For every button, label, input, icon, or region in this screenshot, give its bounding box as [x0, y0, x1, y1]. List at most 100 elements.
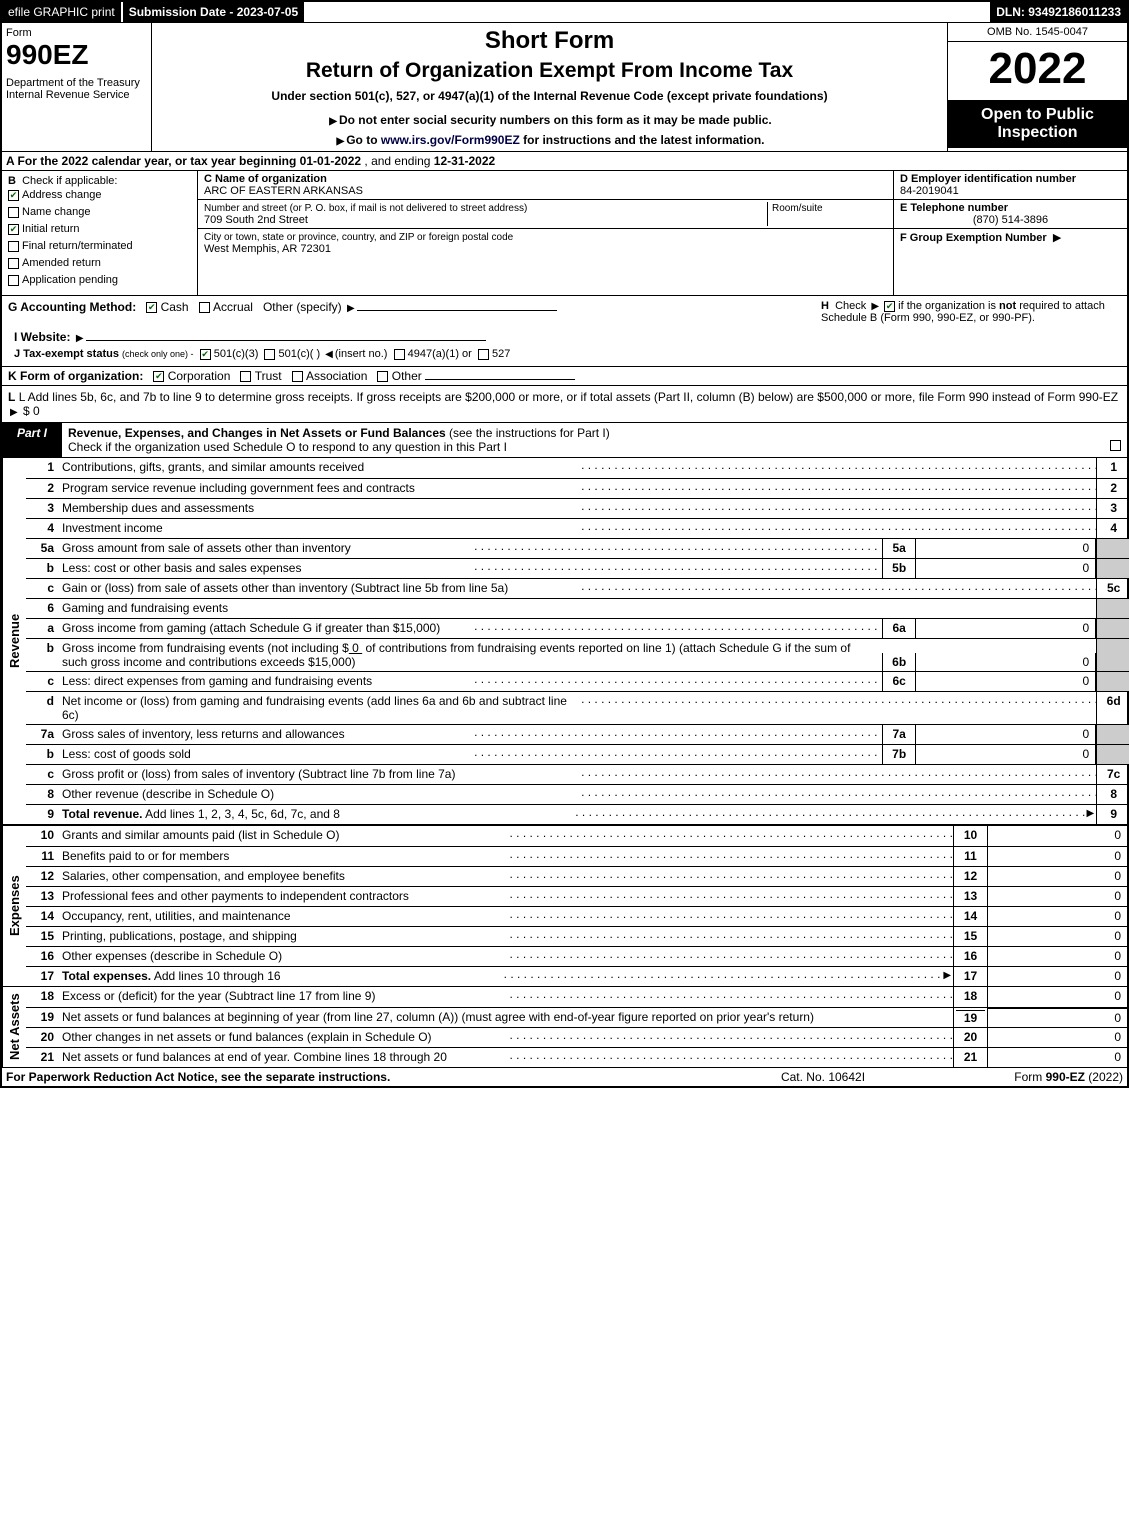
other-method-input[interactable] [357, 310, 557, 311]
part1-scheduleo-checkbox[interactable] [1110, 440, 1121, 451]
donot-ssn: Do not enter social security numbers on … [156, 113, 943, 127]
line-c: cGain or (loss) from sale of assets othe… [26, 578, 1129, 598]
header-right: OMB No. 1545-0047 2022 Open to Public In… [947, 23, 1127, 151]
subdate-value: 2023-07-05 [237, 5, 298, 19]
form-990ez: efile GRAPHIC print Submission Date - 20… [0, 0, 1129, 1088]
527-checkbox[interactable] [478, 349, 489, 360]
line-10: 10Grants and similar amounts paid (list … [26, 826, 1127, 846]
h-checkbox[interactable] [884, 301, 895, 312]
subdate-label: Submission Date - [129, 5, 237, 19]
checkbox-icon[interactable] [8, 190, 19, 201]
4947-checkbox[interactable] [394, 349, 405, 360]
org-addr-row: Number and street (or P. O. box, if mail… [198, 200, 893, 229]
dln-value: 93492186011233 [1028, 5, 1121, 19]
line-4: 4Investment income40 [26, 518, 1129, 538]
checkbox-icon[interactable] [8, 258, 19, 269]
top-bar: efile GRAPHIC print Submission Date - 20… [2, 2, 1127, 22]
line-17: 17Total expenses. Add lines 10 through 1… [26, 966, 1127, 986]
org-name: ARC OF EASTERN ARKANSAS [204, 185, 363, 197]
checkbox-icon[interactable] [8, 241, 19, 252]
accrual-checkbox[interactable] [199, 302, 210, 313]
line-6: 6Gaming and fundraising events [26, 598, 1129, 618]
checkbox-initial-return[interactable]: Initial return [22, 223, 191, 235]
checkbox-amended-return[interactable]: Amended return [22, 257, 191, 269]
line-d: dNet income or (loss) from gaming and fu… [26, 691, 1129, 724]
501c-checkbox[interactable] [264, 349, 275, 360]
line-9: 9Total revenue. Add lines 1, 2, 3, 4, 5c… [26, 804, 1129, 824]
row-j-taxexempt: J Tax-exempt status (check only one) - 5… [8, 346, 821, 362]
dln-label: DLN: [996, 5, 1028, 19]
row-g-accounting: G Accounting Method: Cash Accrual Other … [2, 295, 1127, 366]
phone-row: E Telephone number(870) 514-3896 [894, 200, 1127, 229]
header-mid: Short Form Return of Organization Exempt… [152, 23, 947, 151]
irs-link[interactable]: www.irs.gov/Form990EZ [381, 133, 520, 147]
line-b: bLess: cost of goods sold7b0 [26, 744, 1129, 764]
org-name-row: C Name of organizationARC OF EASTERN ARK… [198, 171, 893, 200]
org-street: 709 South 2nd Street [204, 214, 308, 226]
revenue-section: Revenue 1Contributions, gifts, grants, a… [2, 457, 1127, 824]
website-input[interactable] [86, 340, 486, 341]
return-title: Return of Organization Exempt From Incom… [156, 59, 943, 83]
goto-instructions: Go to www.irs.gov/Form990EZ for instruct… [156, 133, 943, 147]
checkbox-icon[interactable] [8, 224, 19, 235]
line-13: 13Professional fees and other payments t… [26, 886, 1127, 906]
ein-row: D Employer identification number84-20190… [894, 171, 1127, 200]
otherorg-input[interactable] [425, 379, 575, 380]
page-footer: For Paperwork Reduction Act Notice, see … [2, 1067, 1127, 1086]
line-2: 2Program service revenue including gover… [26, 478, 1129, 498]
department: Department of the Treasury Internal Reve… [6, 77, 147, 101]
form-number: 990EZ [6, 39, 147, 71]
line-21: 21Net assets or fund balances at end of … [26, 1047, 1127, 1067]
otherorg-checkbox[interactable] [377, 371, 388, 382]
netassets-section: Net Assets 18Excess or (deficit) for the… [2, 986, 1127, 1067]
line-14: 14Occupancy, rent, utilities, and mainte… [26, 906, 1127, 926]
paperwork-notice: For Paperwork Reduction Act Notice, see … [6, 1070, 723, 1084]
line-c: cGross profit or (loss) from sales of in… [26, 764, 1129, 784]
under-section: Under section 501(c), 527, or 4947(a)(1)… [156, 89, 943, 103]
line-20: 20Other changes in net assets or fund ba… [26, 1027, 1127, 1047]
header-left: Form 990EZ Department of the Treasury In… [2, 23, 152, 151]
checkbox-application-pending[interactable]: Application pending [22, 274, 191, 286]
checkbox-name-change[interactable]: Name change [22, 206, 191, 218]
netassets-sidelabel: Net Assets [2, 987, 26, 1067]
row-a-taxyear: A For the 2022 calendar year, or tax yea… [2, 151, 1127, 170]
row-l-grossreceipts: L L Add lines 5b, 6c, and 7b to line 9 t… [2, 385, 1127, 422]
expenses-section: Expenses 10Grants and similar amounts pa… [2, 824, 1127, 986]
line-1: 1Contributions, gifts, grants, and simil… [26, 458, 1129, 478]
trust-checkbox[interactable] [240, 371, 251, 382]
checkbox-icon[interactable] [8, 207, 19, 218]
dln: DLN: 93492186011233 [990, 2, 1127, 22]
line-19: 19Net assets or fund balances at beginni… [26, 1007, 1127, 1027]
ein-value: 84-2019041 [900, 185, 959, 197]
revenue-sidelabel: Revenue [2, 458, 26, 824]
group-exemption-row: F Group Exemption Number ▶ [894, 229, 1127, 246]
line-a: aGross income from gaming (attach Schedu… [26, 618, 1129, 638]
line-12: 12Salaries, other compensation, and empl… [26, 866, 1127, 886]
checkbox-icon[interactable] [8, 275, 19, 286]
short-form-title: Short Form [156, 27, 943, 55]
line-16: 16Other expenses (describe in Schedule O… [26, 946, 1127, 966]
col-b-checkboxes: B Check if applicable: Address changeNam… [2, 171, 198, 295]
part1-title: Revenue, Expenses, and Changes in Net As… [62, 423, 1127, 457]
spacer [304, 2, 990, 22]
501c3-checkbox[interactable] [200, 349, 211, 360]
col-def: D Employer identification number84-20190… [893, 171, 1127, 295]
line-18: 18Excess or (deficit) for the year (Subt… [26, 987, 1127, 1007]
cash-checkbox[interactable] [146, 302, 157, 313]
org-city-row: City or town, state or province, country… [198, 229, 893, 257]
form-header: Form 990EZ Department of the Treasury In… [2, 22, 1127, 151]
open-public: Open to Public Inspection [948, 100, 1127, 148]
expenses-sidelabel: Expenses [2, 826, 26, 986]
line-15: 15Printing, publications, postage, and s… [26, 926, 1127, 946]
col-c-orginfo: C Name of organizationARC OF EASTERN ARK… [198, 171, 893, 295]
corp-checkbox[interactable] [153, 371, 164, 382]
checkbox-address-change[interactable]: Address change [22, 189, 191, 201]
line-c: cLess: direct expenses from gaming and f… [26, 671, 1129, 691]
checkbox-final-return-terminated[interactable]: Final return/terminated [22, 240, 191, 252]
assoc-checkbox[interactable] [292, 371, 303, 382]
row-h-scheduleb: H Check if the organization is not requi… [821, 300, 1121, 362]
phone-value: (870) 514-3896 [900, 214, 1121, 226]
line-11: 11Benefits paid to or for members110 [26, 846, 1127, 866]
row-k-formorg: K Form of organization: Corporation Trus… [2, 366, 1127, 385]
efile-print[interactable]: efile GRAPHIC print [2, 2, 123, 22]
